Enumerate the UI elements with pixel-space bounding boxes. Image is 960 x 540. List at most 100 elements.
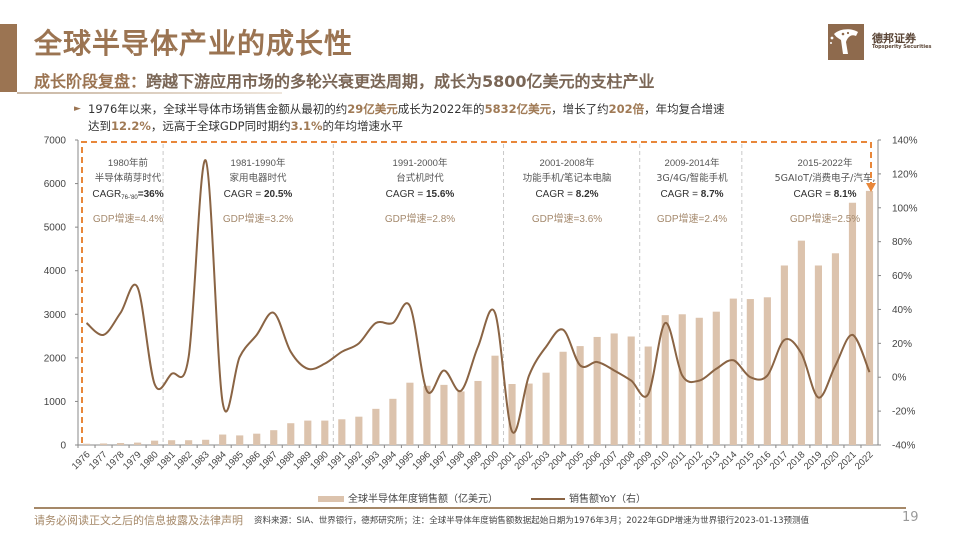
bar-1992	[355, 416, 363, 445]
era-gdp-growth: GDP增速=2.5%	[790, 212, 860, 225]
bar-2014	[729, 298, 737, 445]
cagr-value: 8.2%	[576, 189, 599, 200]
bar-1981	[168, 440, 176, 445]
right-tick-label: 0%	[892, 373, 907, 384]
era-description: 半导体萌芽时代	[95, 172, 162, 184]
left-tick-label: 4000	[44, 266, 67, 277]
era-description: 5GAIoT/消费电子/汽车,	[775, 172, 876, 184]
era-period: 2009-2014年	[665, 157, 720, 169]
era-cagr: CAGR76-'80=36%	[92, 189, 163, 201]
bar-1977	[99, 443, 108, 445]
leopard-logo-icon	[828, 24, 864, 54]
bar-1989	[304, 420, 312, 445]
era-annotation: 2015-2022年 5GAIoT/消费电子/汽车, CAGR = 8.1% GDP增…	[775, 157, 876, 225]
bar-1980	[151, 440, 159, 445]
title-accent-bar	[0, 24, 17, 92]
highlight-dashed-border	[81, 141, 872, 443]
bullet-text: 达到	[88, 119, 111, 133]
bullet-text: 1976年以来，全球半导体市场销售金额从最初的约	[88, 102, 348, 116]
page-number: 19	[902, 510, 919, 525]
left-tick-label: 6000	[44, 179, 67, 190]
era-gdp-growth: GDP增速=2.8%	[385, 212, 455, 225]
era-description: 台式机时代	[396, 172, 444, 184]
era-period: 1980年前	[108, 157, 148, 169]
highlight-value: 29亿美元	[347, 102, 398, 116]
right-tick-label: 120%	[892, 169, 918, 180]
bar-1990	[321, 420, 329, 445]
yoy-line-series	[85, 159, 871, 434]
right-tick-label: 80%	[892, 237, 912, 248]
disclaimer-link[interactable]: 请务必阅读正文之后的信息披露及法律声明	[34, 514, 243, 527]
sales-chart: 0 1000 2000 3000 4000 5000 6000 7000 -40% -20% 0%…	[44, 136, 918, 473]
company-logo	[828, 24, 864, 60]
cagr-value: 20.5%	[264, 189, 292, 200]
bar-2022	[865, 190, 874, 445]
bullet-text: ，年均复合增速	[644, 102, 725, 116]
legend-bar-swatch	[318, 496, 344, 502]
era-dividers	[162, 144, 743, 445]
bullet-arrow-icon: ►	[74, 104, 81, 114]
footer-divider	[34, 507, 906, 509]
title-underline	[17, 92, 282, 94]
bullet-text: ，增长了约	[551, 102, 609, 116]
bar-2004	[559, 351, 567, 445]
left-tick-label: 0	[60, 441, 66, 452]
era-cagr: CAGR = 8.1%	[793, 189, 856, 200]
source-note: 资料来源：SIA、世界银行，德邦研究所；注：全球半导体年度销售额数据起始日期为1…	[254, 516, 810, 526]
legend-line-swatch	[531, 498, 565, 500]
bar-1982	[185, 440, 193, 445]
right-tick-label: 60%	[892, 271, 912, 282]
bar-1994	[389, 398, 397, 445]
right-tick-label: 100%	[892, 203, 918, 214]
bar-2000	[491, 355, 499, 445]
bar-2019	[814, 265, 822, 445]
page-title: 全球半导体产业的成长性	[34, 27, 354, 60]
left-tick-label: 2000	[44, 353, 67, 364]
bar-2020	[831, 253, 840, 445]
legend-item-sales: 全球半导体年度销售额（亿美元）	[318, 490, 498, 505]
highlight-value: 12.2%	[111, 119, 151, 133]
bar-1993	[372, 408, 380, 445]
bar-1984	[219, 434, 227, 445]
left-tick-label: 5000	[44, 223, 67, 234]
legend-item-yoy: 销售额YoY（右）	[531, 490, 646, 505]
cagr-label: CAGR =	[793, 189, 833, 200]
bar-1987	[270, 430, 278, 445]
bar-1983	[202, 439, 210, 445]
era-gdp-growth: GDP增速=4.4%	[93, 212, 163, 225]
era-period: 2015-2022年	[798, 157, 853, 169]
era-cagr: CAGR = 20.5%	[224, 189, 293, 200]
bar-1998	[457, 391, 465, 445]
cagr-value: 15.6%	[426, 189, 454, 200]
era-description: 功能手机/笔记本电脑	[523, 172, 612, 184]
bullet-text: 成长为2022年的	[397, 102, 485, 116]
bullet-text: ，远高于全球GDP同时期约	[150, 119, 291, 133]
right-tick-label: 40%	[892, 305, 912, 316]
cagr-subscript: 76-'80	[121, 195, 138, 201]
cagr-label: CAGR =	[660, 189, 700, 200]
right-axis: -40% -20% 0% 20% 40% 60% 80% 100% 120% 140%	[877, 136, 918, 452]
highlight-box	[81, 141, 876, 443]
bullet-text: 的年均增速水平	[322, 119, 404, 133]
bar-1991	[338, 419, 346, 445]
cagr-label: CAGR =	[386, 189, 426, 200]
summary-bullet: ► 1976年以来，全球半导体市场销售金额从最初的约29亿美元成长为2022年的…	[74, 101, 878, 135]
right-tick-label: -40%	[892, 441, 915, 452]
subtitle-text: 跨越下游应用市场的多轮兴衰更迭周期，成长为5800亿美元的支柱产业	[146, 72, 655, 91]
era-period: 1981-1990年	[231, 157, 286, 169]
bar-2002	[525, 383, 533, 445]
bar-1997	[440, 384, 448, 445]
bar-2010	[661, 315, 669, 445]
x-tick-label: 2011	[666, 449, 688, 471]
legend-label-yoy: 销售额YoY（右）	[569, 494, 647, 505]
bar-1985	[236, 435, 244, 445]
bar-2003	[542, 372, 550, 445]
bar-2018	[797, 240, 805, 445]
bar-2008	[627, 336, 635, 445]
era-period: 2001-2008年	[540, 157, 595, 169]
bar-2013	[712, 311, 720, 445]
cagr-value: 8.1%	[834, 189, 857, 200]
